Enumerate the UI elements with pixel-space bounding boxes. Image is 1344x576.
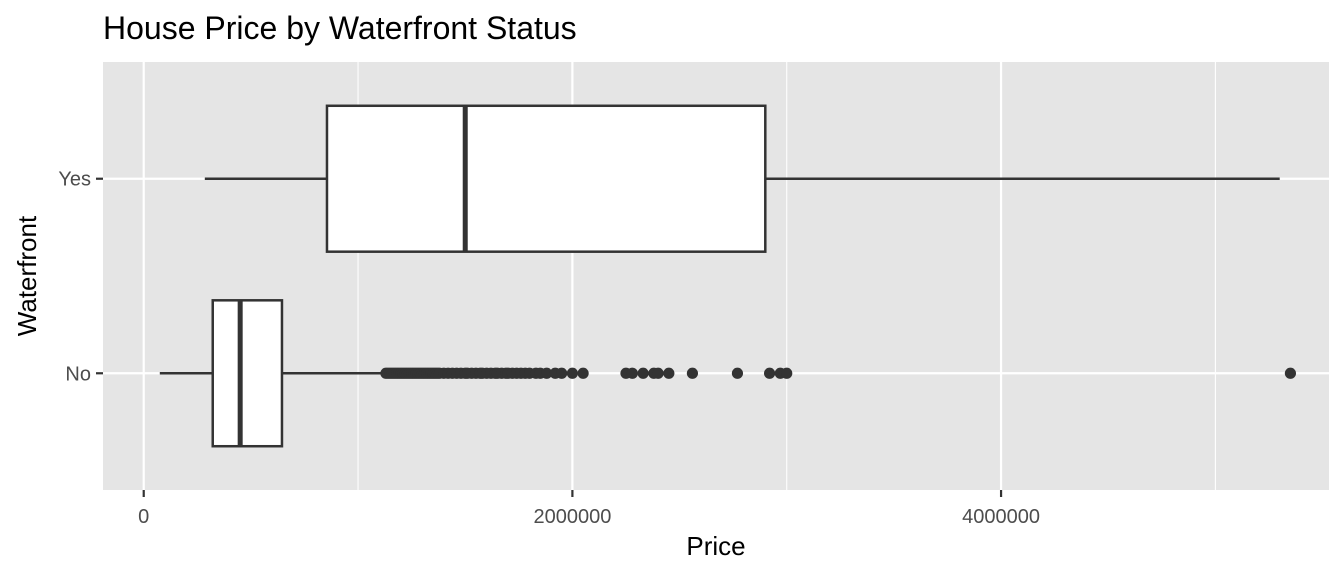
outlier-point <box>626 367 639 379</box>
box-yes <box>204 104 1280 253</box>
outlier-point <box>1284 367 1297 379</box>
chart-title: House Price by Waterfront Status <box>103 10 577 46</box>
y-axis-title: Waterfront <box>12 215 42 336</box>
x-axis: 0 2000000 4000000 <box>138 490 1040 528</box>
outlier-point <box>781 367 793 379</box>
y-axis: No Yes <box>58 169 103 385</box>
outlier-point <box>763 367 776 379</box>
outlier-point <box>566 367 578 379</box>
x-tick-label: 4000000 <box>962 506 1040 528</box>
box-iqr <box>211 299 284 448</box>
outlier-point <box>577 367 589 379</box>
boxes <box>159 104 1297 448</box>
outlier-point <box>731 367 744 379</box>
outlier-point <box>663 367 675 379</box>
box-iqr <box>325 104 767 253</box>
x-axis-title: Price <box>686 531 745 561</box>
x-tick-label: 0 <box>138 506 149 528</box>
box-no <box>159 299 1297 448</box>
y-tick-label: No <box>65 363 91 385</box>
outlier-point <box>652 367 664 379</box>
y-tick-label: Yes <box>58 169 91 191</box>
outlier-point <box>637 367 649 379</box>
outlier-point <box>541 367 553 379</box>
outlier-point <box>556 367 568 379</box>
outlier-point <box>686 367 699 379</box>
x-tick-label: 2000000 <box>533 506 611 528</box>
